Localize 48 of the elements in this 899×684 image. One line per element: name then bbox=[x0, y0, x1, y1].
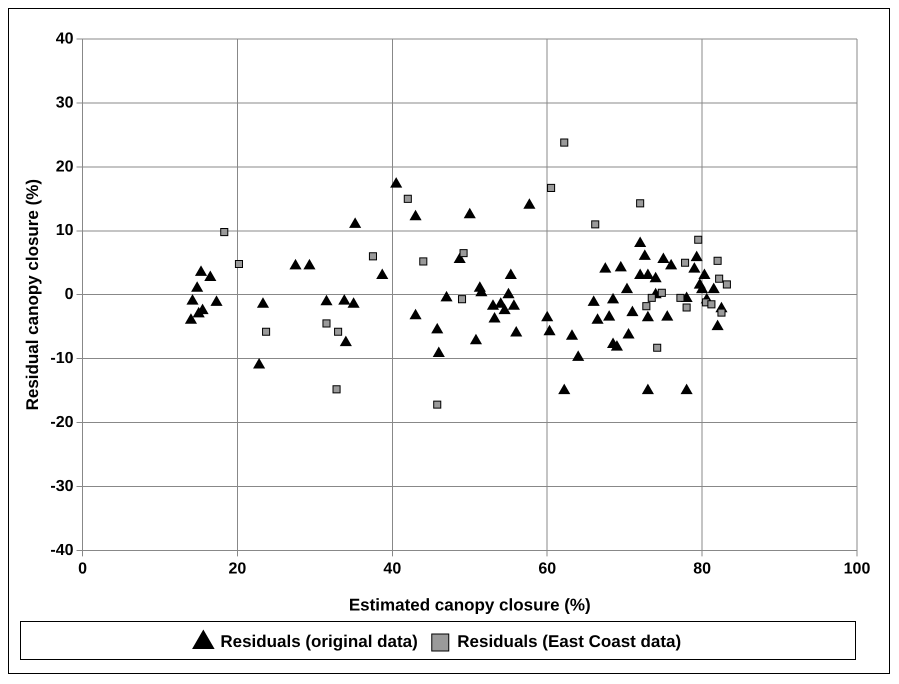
y-tick-label: 0 bbox=[64, 286, 74, 304]
y-axis-title: Residual canopy closure (%) bbox=[22, 178, 42, 410]
y-tick-label: 20 bbox=[56, 158, 74, 176]
point bbox=[715, 274, 724, 283]
point bbox=[658, 288, 666, 297]
point bbox=[547, 184, 556, 192]
point bbox=[404, 194, 412, 203]
legend-label: Residuals (original data) bbox=[220, 632, 418, 652]
point bbox=[636, 199, 644, 208]
point bbox=[220, 228, 228, 236]
point bbox=[368, 252, 377, 260]
y-tick-label: -40 bbox=[50, 542, 74, 559]
y-tick-label: 30 bbox=[56, 94, 74, 112]
point bbox=[262, 328, 270, 336]
point bbox=[714, 256, 722, 265]
x-tick-label: 60 bbox=[538, 560, 556, 578]
x-tick-label: 100 bbox=[844, 560, 870, 578]
point bbox=[694, 236, 702, 244]
legend-label: Residuals (East Coast data) bbox=[457, 632, 682, 652]
x-axis-title: Estimated canopy closure (%) bbox=[348, 595, 591, 614]
point bbox=[682, 303, 691, 312]
point bbox=[460, 249, 468, 258]
y-tick-label: 40 bbox=[56, 30, 74, 48]
point bbox=[653, 344, 662, 352]
point bbox=[722, 280, 731, 289]
y-tick-label: -10 bbox=[50, 350, 74, 368]
point bbox=[642, 302, 650, 310]
x-tick-label: 20 bbox=[228, 560, 246, 578]
x-tick-label: 40 bbox=[383, 560, 402, 578]
point bbox=[234, 260, 244, 268]
y-tick-label: 10 bbox=[56, 222, 74, 240]
point bbox=[707, 300, 716, 308]
y-tick-label: -20 bbox=[50, 414, 74, 431]
point bbox=[676, 294, 684, 302]
point bbox=[560, 138, 568, 147]
y-tick-label: -30 bbox=[50, 478, 74, 495]
point bbox=[322, 319, 331, 328]
point bbox=[334, 328, 342, 336]
point bbox=[681, 258, 690, 267]
point bbox=[419, 257, 428, 266]
x-tick-label: 0 bbox=[78, 560, 88, 578]
point bbox=[591, 220, 600, 228]
point bbox=[433, 400, 442, 409]
x-tick-label: 80 bbox=[693, 560, 712, 578]
point bbox=[648, 294, 656, 302]
point bbox=[458, 295, 466, 304]
point bbox=[332, 385, 341, 394]
point bbox=[717, 308, 726, 317]
